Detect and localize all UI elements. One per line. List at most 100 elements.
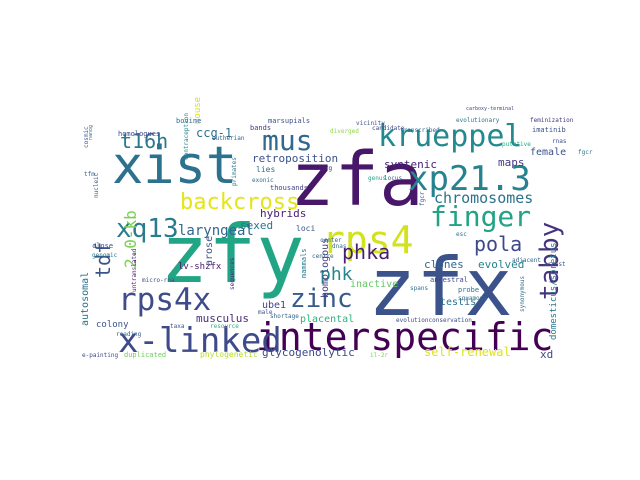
word: cosmic [83, 126, 90, 148]
word: arrest [544, 261, 566, 268]
word: syntenic [384, 158, 437, 171]
word: il-2r [370, 352, 388, 359]
word: marsupials [268, 117, 310, 125]
word: zfx [368, 241, 513, 334]
word: homologous [320, 238, 331, 298]
word: carboxy-terminal [466, 106, 514, 112]
word: putative [502, 141, 531, 148]
word: xd [540, 348, 553, 361]
word: genus [368, 175, 386, 182]
word: lv-shzfx [178, 262, 222, 272]
word: homologues [118, 130, 160, 138]
word: thousands [270, 184, 308, 192]
word: bovine [176, 117, 201, 125]
word: male [258, 309, 273, 316]
word: mus [262, 124, 313, 157]
word: untranslated [131, 248, 138, 292]
word: pola [474, 232, 522, 256]
word: evolved [478, 258, 524, 271]
word: fgcr [419, 191, 426, 206]
word: squamous [458, 295, 487, 302]
word: clones [424, 258, 464, 271]
word: xist [112, 136, 237, 196]
word: autosomal [80, 272, 91, 326]
word: nucleic [93, 172, 100, 198]
word: transcribed [400, 127, 440, 134]
word: tfm [84, 171, 95, 178]
word: close [92, 242, 113, 250]
word: maps [498, 156, 525, 169]
word: xp21.3 [408, 159, 531, 199]
word: retroposition [252, 152, 338, 165]
word: probe [458, 286, 479, 294]
word: arose [204, 236, 215, 266]
word: t16h [120, 129, 168, 153]
word: evolutionary [456, 117, 500, 124]
word: phylogenetic [200, 350, 258, 359]
word: domesticus/spretus [549, 242, 559, 340]
word: spans [410, 285, 428, 292]
word: zinc [290, 284, 353, 314]
word: reading [116, 331, 142, 338]
word: laryngeal [178, 223, 254, 239]
word: synonymous [519, 275, 526, 312]
word: esc [456, 231, 467, 238]
word: centre [312, 253, 334, 260]
word: self-renewal [424, 345, 511, 359]
word: vicinity [356, 120, 385, 127]
word: phka [342, 240, 390, 264]
word: lies [256, 165, 275, 174]
word: glycogenolytic [262, 346, 355, 359]
word: ube1 [262, 300, 286, 311]
word: exonic [252, 177, 274, 184]
word: xq13 [116, 214, 179, 244]
word: eutherian [212, 135, 245, 142]
word: ancestral [430, 276, 468, 284]
word: musculus [196, 312, 249, 325]
word: hybrids [260, 207, 306, 220]
word: backcross [180, 190, 299, 215]
word: primates [231, 157, 238, 186]
word: dnas [332, 243, 347, 250]
word: zfa [290, 137, 424, 223]
word: nanog [88, 125, 94, 140]
word: bands [250, 124, 271, 132]
word: contraception [183, 113, 190, 160]
word: interspecific [256, 315, 553, 359]
word: rnas [552, 138, 567, 145]
word: ccg-1 [196, 126, 232, 140]
word: candidate [372, 125, 405, 132]
word: female [530, 147, 566, 158]
word: tdf [91, 242, 115, 278]
word: feminization [530, 117, 574, 124]
word: rps4 [322, 218, 414, 262]
word: placental [300, 314, 354, 325]
word: evolutionconservation [396, 317, 472, 324]
word: adjacent [512, 257, 541, 264]
word: sexed [240, 219, 273, 232]
word: duplicated [124, 351, 166, 359]
word: e-painting [82, 352, 119, 359]
word: chromosomes [434, 189, 533, 207]
word: mammals [300, 248, 308, 278]
word: tabby [535, 222, 565, 300]
word: x-linked [118, 321, 282, 361]
word: rps4x [118, 282, 211, 318]
word: 2.0-kb [121, 210, 140, 268]
word: shortage [270, 313, 299, 320]
word: center [320, 237, 342, 244]
word: krueppel [378, 119, 523, 154]
word: inactive [350, 279, 398, 290]
word: zfy [160, 208, 305, 301]
word: colony [96, 320, 129, 330]
word: micro-rna [142, 277, 175, 284]
word: fgcr [578, 149, 593, 156]
word: imatinib [532, 126, 566, 134]
word: phk [320, 264, 353, 285]
word: il2rg [314, 165, 332, 172]
word: locus [384, 175, 402, 182]
word: taxa [170, 323, 185, 330]
word: resource [210, 323, 239, 330]
word: testis [440, 297, 476, 308]
